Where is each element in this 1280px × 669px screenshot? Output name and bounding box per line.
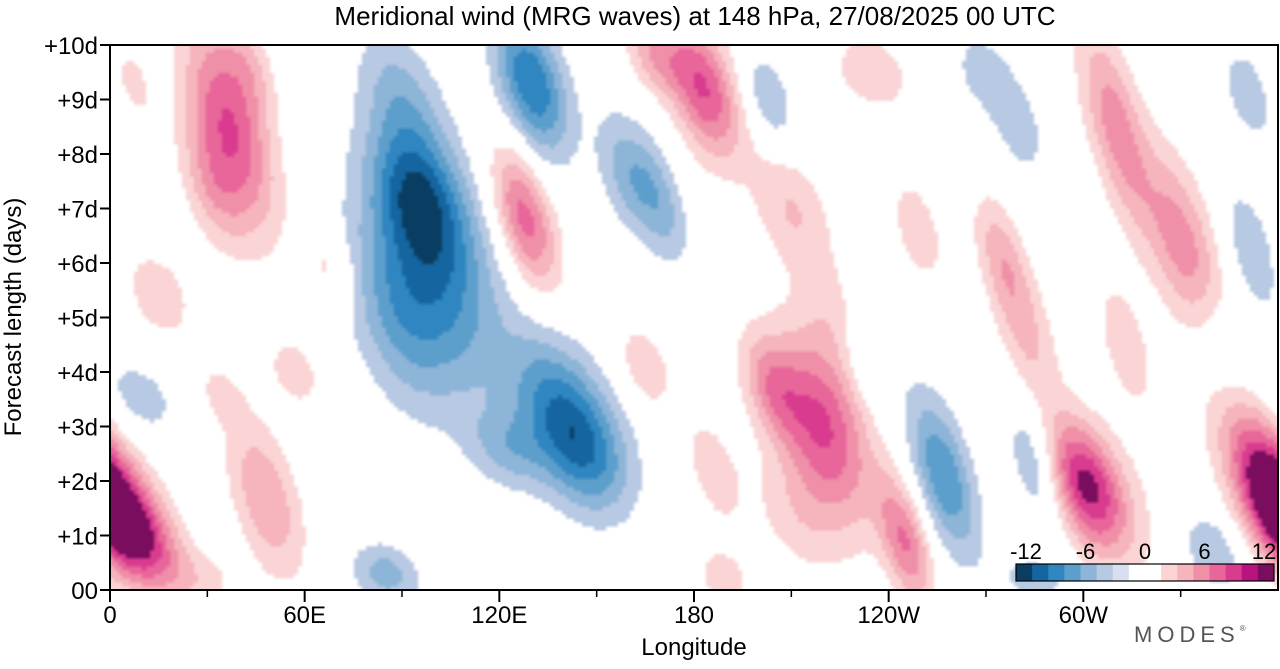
x-axis: 0 60E 120E 180 120W 60W	[103, 590, 1182, 629]
plot-area	[109, 44, 1279, 591]
colorbar: -12 -6 0 6 12	[1010, 539, 1276, 582]
colorbar-swatch	[1032, 564, 1049, 581]
colorbar-swatch	[1016, 564, 1033, 581]
y-axis: 00 +1d +2d +3d +4d +5d +6d +7d +8d +9d +10d	[44, 33, 110, 605]
contour-field	[110, 45, 1278, 590]
colorbar-tick-label: 6	[1198, 539, 1210, 564]
colorbar-tick-label: -6	[1076, 539, 1096, 564]
colorbar-tick-label: 0	[1139, 539, 1151, 564]
colorbar-tick-label: 12	[1252, 539, 1276, 564]
chart-title: Meridional wind (MRG waves) at 148 hPa, …	[334, 1, 1055, 31]
y-tick-label: 00	[71, 578, 98, 605]
colorbar-swatch	[1145, 564, 1162, 581]
colorbar-swatch	[1257, 564, 1275, 581]
y-tick-label: +10d	[44, 33, 98, 60]
colorbar-frame	[1015, 563, 1275, 582]
y-tick-label: +3d	[57, 415, 98, 442]
x-tick-label: 0	[103, 602, 116, 629]
colorbar-swatch	[1080, 564, 1098, 581]
x-tick-label: 60W	[1059, 602, 1109, 629]
x-tick-label: 60E	[283, 602, 326, 629]
colorbar-swatch	[1064, 564, 1081, 581]
colorbar-swatch	[1128, 564, 1146, 581]
colorbar-swatch	[1161, 564, 1178, 581]
colorbar-swatch	[1209, 564, 1227, 581]
brand-logo: MODES®	[1134, 622, 1246, 647]
y-tick-label: +4d	[57, 360, 98, 387]
y-tick-label: +7d	[57, 197, 98, 224]
y-tick-label: +5d	[57, 306, 98, 333]
colorbar-swatch	[1177, 564, 1194, 581]
y-tick-label: +8d	[57, 142, 98, 169]
y-tick-label: +2d	[57, 469, 98, 496]
colorbar-swatch	[1241, 564, 1259, 581]
colorbar-swatch	[1225, 564, 1243, 581]
colorbar-swatch	[1193, 564, 1210, 581]
y-tick-label: +9d	[57, 88, 98, 115]
colorbar-swatch	[1112, 564, 1130, 581]
y-tick-label: +1d	[57, 524, 98, 551]
colorbar-swatch	[1096, 564, 1114, 581]
colorbar-tick-label: -12	[1010, 539, 1042, 564]
x-tick-label: 180	[674, 602, 714, 629]
y-axis-title: Forecast length (days)	[0, 198, 27, 437]
x-tick-label: 120E	[471, 602, 527, 629]
x-tick-label: 120W	[857, 602, 920, 629]
colorbar-swatch	[1048, 564, 1065, 581]
x-axis-title: Longitude	[641, 634, 746, 661]
y-tick-label: +6d	[57, 251, 98, 278]
